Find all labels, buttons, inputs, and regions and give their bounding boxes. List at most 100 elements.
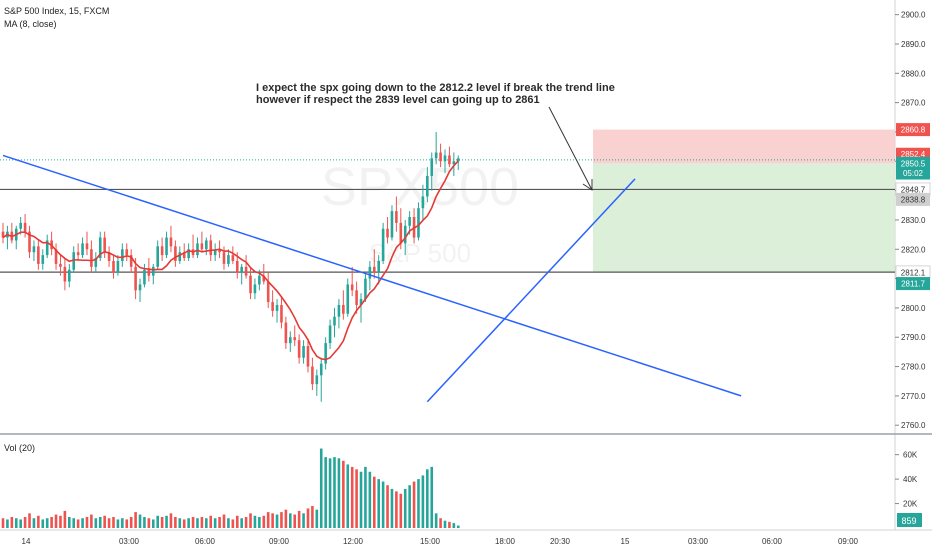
candle[interactable] (253, 284, 257, 294)
candle[interactable] (72, 252, 76, 270)
candle[interactable] (403, 225, 407, 244)
candle[interactable] (213, 249, 217, 256)
ma-legend[interactable]: MA (8, close) (4, 19, 57, 29)
candle[interactable] (306, 346, 310, 367)
candle[interactable] (368, 266, 372, 279)
candle[interactable] (359, 299, 363, 305)
candle[interactable] (90, 249, 93, 267)
candle[interactable] (129, 255, 133, 267)
candle[interactable] (45, 240, 49, 256)
candle[interactable] (293, 337, 297, 341)
candle[interactable] (275, 304, 279, 311)
candle[interactable] (311, 366, 314, 385)
candle[interactable] (355, 290, 358, 305)
candle[interactable] (28, 231, 31, 253)
candle[interactable] (76, 252, 80, 256)
candle[interactable] (315, 375, 319, 385)
candle[interactable] (452, 161, 456, 165)
candle[interactable] (151, 266, 155, 276)
candle[interactable] (443, 155, 447, 162)
candle[interactable] (147, 269, 151, 276)
candle[interactable] (456, 158, 460, 162)
trend-line[interactable] (426, 178, 636, 403)
candle[interactable] (178, 252, 182, 261)
candle[interactable] (218, 249, 221, 253)
candle[interactable] (205, 240, 208, 250)
candle[interactable] (240, 266, 243, 273)
candle[interactable] (231, 255, 235, 261)
candle[interactable] (262, 275, 266, 282)
candle[interactable] (1, 231, 5, 238)
candle[interactable] (54, 249, 58, 264)
candle[interactable] (116, 260, 120, 273)
candle[interactable] (227, 255, 230, 264)
candle[interactable] (200, 243, 204, 250)
candle[interactable] (41, 255, 45, 264)
candle[interactable] (421, 196, 425, 209)
candle[interactable] (324, 343, 327, 364)
candle[interactable] (160, 246, 164, 256)
candle[interactable] (258, 275, 261, 285)
volume-legend[interactable]: Vol (20) (4, 443, 35, 453)
candle[interactable] (209, 240, 213, 256)
stop-loss-zone[interactable] (593, 129, 895, 164)
candle[interactable] (222, 252, 226, 264)
candle[interactable] (448, 155, 451, 165)
candle[interactable] (284, 322, 288, 344)
candle[interactable] (350, 284, 354, 291)
candle[interactable] (328, 325, 332, 344)
candle[interactable] (125, 249, 129, 256)
candle[interactable] (364, 278, 367, 300)
candle[interactable] (37, 246, 40, 264)
candle[interactable] (81, 243, 84, 256)
take-profit-zone[interactable] (593, 163, 895, 273)
candle[interactable] (63, 266, 67, 282)
candle[interactable] (319, 363, 323, 376)
candle[interactable] (346, 284, 350, 314)
candle[interactable] (107, 252, 111, 261)
candle[interactable] (302, 346, 305, 358)
candle[interactable] (342, 304, 345, 314)
candle[interactable] (196, 243, 199, 256)
candle[interactable] (390, 211, 394, 238)
candle[interactable] (399, 222, 403, 244)
trend-line[interactable] (2, 154, 742, 397)
candle[interactable] (408, 217, 411, 226)
candle[interactable] (381, 228, 385, 261)
candle[interactable] (395, 211, 398, 223)
candle[interactable] (112, 260, 115, 273)
candle[interactable] (271, 302, 274, 311)
candle[interactable] (439, 152, 442, 162)
candle[interactable] (235, 260, 239, 273)
candle[interactable] (138, 284, 142, 291)
candle[interactable] (289, 337, 292, 344)
candle[interactable] (182, 252, 186, 259)
candle[interactable] (372, 266, 376, 273)
candle[interactable] (134, 266, 137, 291)
candle[interactable] (121, 249, 124, 261)
candle[interactable] (337, 304, 341, 317)
candle[interactable] (417, 208, 420, 238)
candle[interactable] (165, 237, 168, 256)
candle[interactable] (266, 281, 270, 303)
candle[interactable] (103, 237, 106, 253)
candle[interactable] (169, 237, 173, 247)
candle[interactable] (174, 246, 177, 261)
candle[interactable] (426, 175, 429, 197)
candle[interactable] (85, 243, 89, 250)
candle[interactable] (23, 222, 27, 232)
candle[interactable] (434, 152, 438, 159)
candle[interactable] (430, 158, 434, 176)
candle[interactable] (280, 304, 283, 323)
candle[interactable] (19, 222, 22, 229)
candle[interactable] (98, 237, 102, 259)
candle[interactable] (333, 316, 336, 326)
candle[interactable] (59, 263, 62, 267)
candle[interactable] (244, 266, 248, 276)
candle[interactable] (249, 275, 252, 294)
candle[interactable] (156, 246, 159, 267)
candle[interactable] (94, 258, 98, 267)
candle[interactable] (143, 269, 146, 285)
candle[interactable] (377, 260, 380, 273)
